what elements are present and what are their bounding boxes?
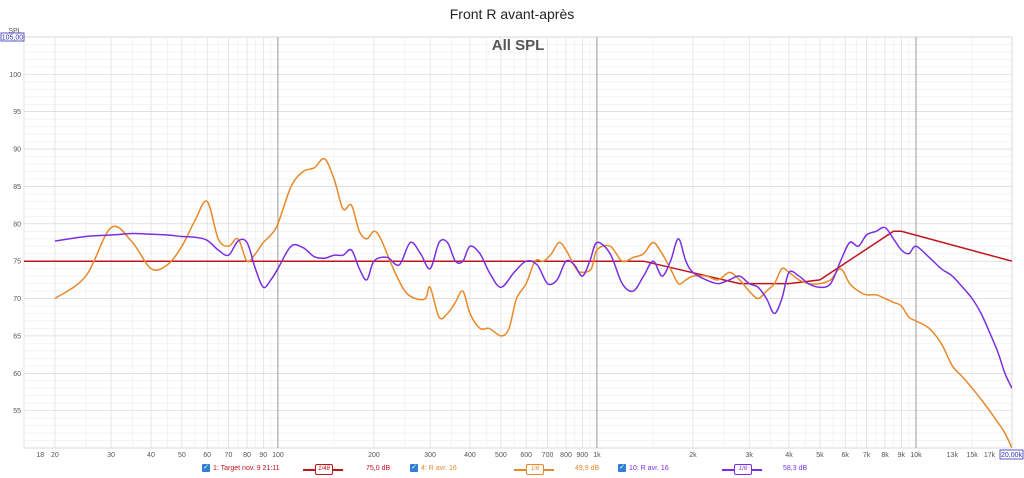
smoothing-label: 1/6 — [734, 464, 752, 475]
x-tick-label: 100 — [272, 452, 284, 459]
x-tick-label: 2k — [689, 452, 697, 459]
checkbox-icon[interactable] — [618, 464, 626, 472]
level-label: 58,3 dB — [783, 465, 808, 472]
x-tick-label: 400 — [464, 452, 476, 459]
y-tick-label: 100 — [9, 72, 21, 79]
y-tick-label: 60 — [13, 371, 21, 378]
smoothing-control-purple[interactable]: 1/6 — [722, 464, 762, 475]
x-tick-label: 80 — [243, 452, 251, 459]
x-tick-label: 3k — [745, 452, 753, 459]
legend-item-purple[interactable]: 10: R avr. 16 — [618, 464, 669, 472]
x-tick-label: 20 — [51, 452, 59, 459]
series-line-3 — [54, 226, 1012, 389]
y-tick-labels: 55 60 65 70 75 80 85 90 95 100 — [9, 72, 21, 415]
smoothing-control-orange[interactable]: 1/6 — [514, 464, 554, 475]
plot-area — [23, 36, 1013, 449]
y-top-box[interactable] — [0, 32, 25, 42]
x-tick-label: 17k — [984, 452, 996, 459]
x-tick-labels: 18 20 30 40 50 60 70 80 90 100 200 300 400 500 600 700 8… — [36, 452, 995, 459]
x-tick-label: 300 — [424, 452, 436, 459]
spl-chart[interactable]: Front R avant-après All SPL SPL 55 60 65 70… — [0, 0, 1024, 462]
x-end-label[interactable]: 20,00k — [1001, 452, 1023, 459]
x-tick-label: 70 — [225, 452, 233, 459]
x-tick-label: 500 — [495, 452, 507, 459]
checkbox-icon[interactable] — [202, 464, 210, 472]
checkbox-icon[interactable] — [410, 464, 418, 472]
x-tick-label: 900 — [576, 452, 588, 459]
smoothing-control-target[interactable]: 1/48 — [303, 464, 343, 475]
x-tick-label: 4k — [785, 452, 793, 459]
y-top-label[interactable]: 105,00 — [2, 35, 24, 42]
x-tick-label: 9k — [898, 452, 906, 459]
y-tick-label: 95 — [13, 109, 21, 116]
y-tick-label: 80 — [13, 221, 21, 228]
y-tick-label: 70 — [13, 296, 21, 303]
y-tick-label: 85 — [13, 184, 21, 191]
x-tick-label: 50 — [178, 452, 186, 459]
y-tick-label: 55 — [13, 408, 21, 415]
y-axis-label: SPL — [8, 28, 21, 35]
x-tick-label: 30 — [107, 452, 115, 459]
y-tick-label: 65 — [13, 333, 21, 340]
x-tick-label: 90 — [259, 452, 267, 459]
x-tick-label: 6k — [841, 452, 849, 459]
x-tick-label: 7k — [863, 452, 871, 459]
x-tick-label: 15k — [966, 452, 978, 459]
legend-label: 4: R avr. 16 — [421, 464, 457, 472]
x-tick-label: 800 — [560, 452, 572, 459]
legend-item-target[interactable]: 1: Target nov. 9 21:11 — [202, 464, 280, 472]
smoothing-label: 1/6 — [526, 464, 544, 475]
legend-item-orange[interactable]: 4: R avr. 16 — [410, 464, 457, 472]
x-tick-label: 8k — [881, 452, 889, 459]
legend-label: 10: R avr. 16 — [629, 464, 669, 472]
x-tick-label: 600 — [520, 452, 532, 459]
x-tick-label: 700 — [542, 452, 554, 459]
x-tick-label: 10k — [910, 452, 922, 459]
series-lines — [24, 157, 1012, 448]
x-tick-label: 40 — [147, 452, 155, 459]
smoothing-label: 1/48 — [315, 464, 333, 475]
x-tick-label: 60 — [203, 452, 211, 459]
level-label: 75,0 dB — [366, 465, 391, 472]
series-line-2 — [54, 157, 1012, 448]
y-tick-label: 75 — [13, 259, 21, 266]
x-tick-label: 5k — [816, 452, 824, 459]
x-tick-label: 1k — [593, 452, 601, 459]
legend-label: 1: Target nov. 9 21:11 — [213, 464, 280, 472]
grid — [23, 36, 1013, 449]
x-tick-label: 18 — [36, 452, 44, 459]
x-tick-label: 200 — [368, 452, 380, 459]
level-label: 49,9 dB — [575, 465, 600, 472]
x-end-box[interactable] — [999, 449, 1024, 460]
y-tick-label: 90 — [13, 147, 21, 154]
legend: 1: Target nov. 9 21:11 1/48 75,0 dB 4: R… — [0, 462, 1024, 478]
chart-title: All SPL — [492, 37, 545, 54]
window-title: Front R avant-après — [450, 6, 575, 22]
x-tick-label: 13k — [947, 452, 959, 459]
